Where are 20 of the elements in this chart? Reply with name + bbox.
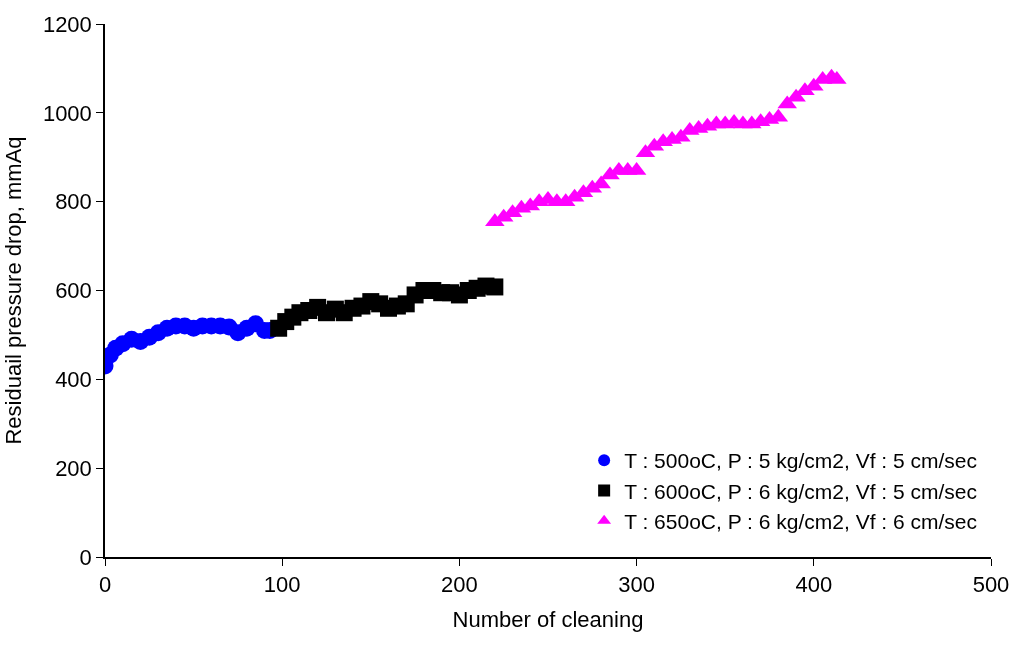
legend-label: T : 650oC, P : 6 kg/cm2, Vf : 6 cm/sec xyxy=(624,509,978,533)
y-tick-label: 400 xyxy=(55,367,92,393)
y-tick-label: 1200 xyxy=(42,11,92,37)
y-axis-title: Residuail pressure drop, mmAq xyxy=(1,136,27,445)
x-tick-label: 400 xyxy=(795,572,833,598)
x-tick-label: 0 xyxy=(98,572,112,598)
legend-label: T : 500oC, P : 5 kg/cm2, Vf : 5 cm/sec xyxy=(624,449,978,473)
x-axis-title: Number of cleaning xyxy=(452,606,644,632)
x-tick-label: 500 xyxy=(972,572,1010,598)
legend-label: T : 600oC, P : 6 kg/cm2, Vf : 5 cm/sec xyxy=(624,479,978,503)
y-tick-label: 800 xyxy=(55,189,92,215)
y-tick-label: 1000 xyxy=(42,100,92,126)
x-tick-label: 300 xyxy=(618,572,655,598)
point xyxy=(786,88,806,102)
y-tick-label: 0 xyxy=(79,544,92,570)
x-tick-label: 200 xyxy=(441,572,478,598)
x-tick-label: 100 xyxy=(263,572,301,598)
point xyxy=(486,278,504,296)
y-tick-label: 200 xyxy=(55,455,92,481)
y-tick-label: 600 xyxy=(55,278,92,304)
